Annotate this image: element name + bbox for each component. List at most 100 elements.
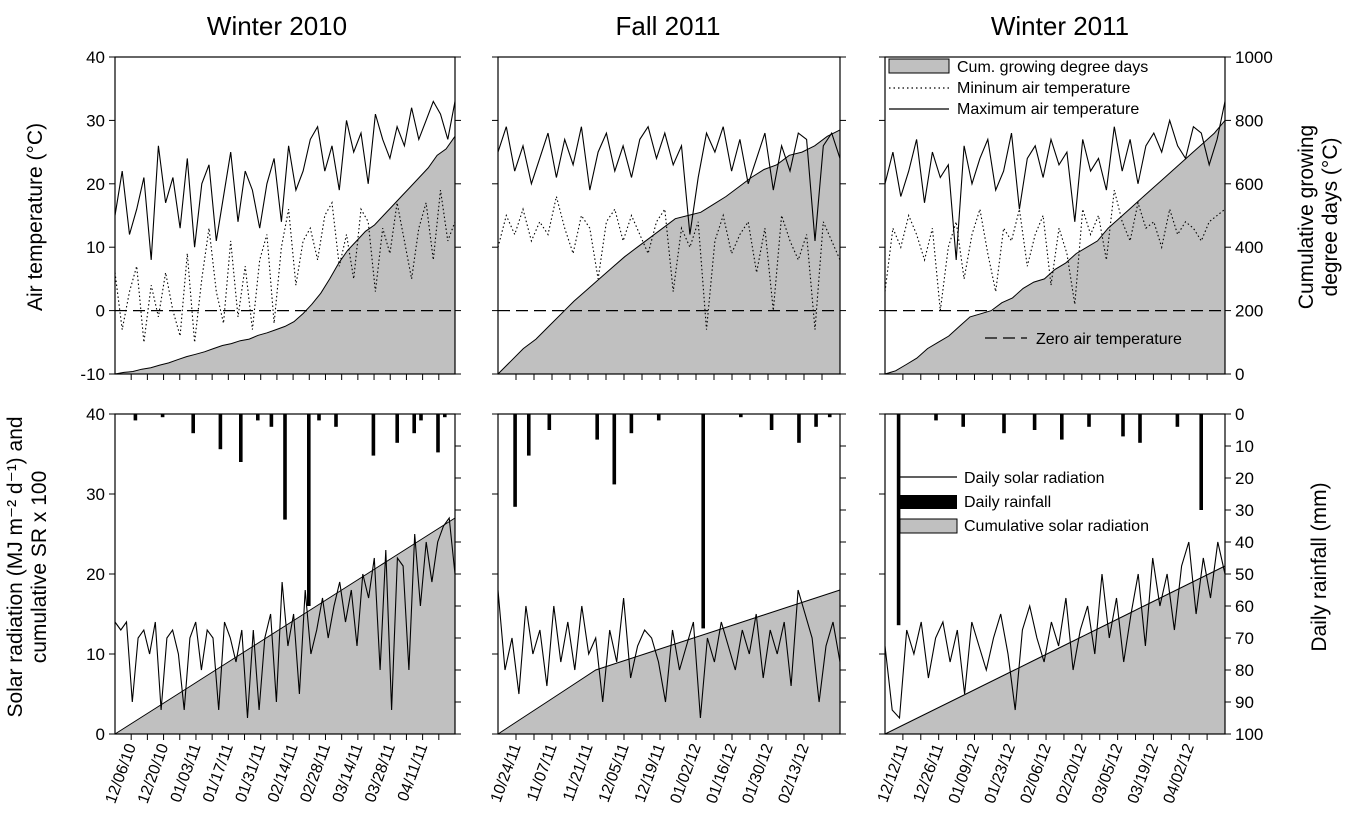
y2-tick-label: 100	[1235, 725, 1263, 744]
x-tick-label: 10/24/11	[488, 741, 525, 804]
x-tick-label: 12/05/11	[596, 741, 633, 804]
chart-panels: 403020100-1040302010012/06/1012/20/1001/…	[80, 48, 1272, 806]
x-tick-label: 11/21/11	[560, 741, 596, 803]
rainfall-bar	[1175, 414, 1180, 427]
y-tick-label: 10	[86, 645, 105, 664]
legend-label-min-temp: Mininum air temperature	[957, 80, 1131, 97]
cum-gdd-line	[497, 129, 841, 375]
cum-gdd-area	[115, 136, 455, 374]
y2-tick-label: 20	[1235, 469, 1254, 488]
plot-frame	[884, 56, 1226, 375]
rainfall-bar	[1138, 414, 1142, 443]
y-tick-label: 40	[86, 48, 105, 67]
top-right-axis-title-line1: Cumulative growing	[1295, 125, 1318, 309]
x-tick-label: 01/17/11	[200, 741, 237, 804]
top-left-axis-title: Air temperature (°C)	[24, 123, 47, 311]
rainfall-bar	[256, 414, 260, 421]
legend-label-solar: Daily solar radiation	[964, 470, 1105, 487]
max-air-temp-line	[497, 125, 841, 241]
rainfall-bar	[701, 414, 705, 629]
x-tick-label: 03/14/11	[330, 741, 367, 804]
rainfall-bar	[1032, 414, 1037, 430]
min-air-temp-line	[114, 190, 456, 343]
y-tick-label: 0	[96, 725, 105, 744]
x-tick-label: 04/11/11	[395, 741, 431, 803]
x-tick-label: 01/16/12	[703, 741, 740, 805]
panel-title-3: Winter 2011	[991, 11, 1129, 41]
x-tick-label: 01/23/12	[982, 741, 1019, 805]
rainfall-bar	[239, 414, 243, 462]
legend-swatch-cum-solar	[899, 518, 958, 534]
cum-solar-line	[114, 517, 456, 735]
legend-label-max-temp: Maximum air temperature	[957, 101, 1139, 118]
cum-solar-line	[497, 589, 841, 735]
max-air-temp-line	[884, 101, 1226, 260]
cum-gdd-line	[884, 120, 1226, 375]
bottom-left-axis-title-line1: Solar radiation (MJ m⁻² d⁻¹) and	[4, 416, 27, 717]
rainfall-bar	[526, 414, 531, 456]
rainfall-bar	[595, 414, 599, 440]
x-tick-label: 01/09/12	[946, 741, 983, 805]
x-tick-label: 12/26/11	[911, 741, 948, 804]
panel-title-2: Fall 2011	[615, 11, 720, 41]
y-tick-label: 40	[86, 405, 105, 424]
y-tick-label: 20	[86, 175, 105, 194]
daily-solar-line	[114, 516, 456, 719]
x-tick-label: 12/20/10	[135, 741, 172, 805]
zero-line-legend: Zero air temperature	[985, 331, 1182, 348]
rainfall-bar	[269, 414, 274, 427]
rainfall-bar	[739, 414, 743, 418]
x-tick-label: 02/14/11	[265, 741, 302, 804]
rainfall-bar	[317, 414, 321, 421]
y2-tick-label: 600	[1235, 175, 1263, 194]
rainfall-bar	[283, 414, 287, 520]
rainfall-bar	[371, 414, 376, 456]
x-tick-label: 03/28/11	[362, 741, 399, 804]
y2-tick-label: 80	[1235, 661, 1254, 680]
y-tick-label: 10	[86, 238, 105, 257]
y-tick-label: 30	[86, 111, 105, 130]
panel-title-1: Winter 2010	[207, 11, 347, 41]
y2-tick-label: 400	[1235, 238, 1263, 257]
bottom-legend: Daily solar radiation Daily rainfall Cum…	[899, 470, 1149, 535]
rainfall-bar	[612, 414, 617, 485]
plot-frame	[114, 56, 456, 375]
y2-tick-label: 60	[1235, 597, 1254, 616]
x-tick-label: 12/12/11	[875, 741, 912, 804]
max-air-temp-line	[114, 100, 456, 260]
min-air-temp-line	[884, 189, 1226, 311]
rainfall-bar	[307, 414, 311, 606]
x-tick-label: 02/28/11	[297, 741, 334, 804]
rainfall-bar	[827, 414, 832, 418]
rainfall-bar	[191, 414, 195, 434]
y-tick-label: -10	[80, 365, 105, 384]
y-tick-label: 20	[86, 565, 105, 584]
y2-tick-label: 50	[1235, 565, 1254, 584]
x-tick-label: 01/30/12	[739, 741, 776, 805]
plot-frame	[497, 56, 841, 375]
x-tick-label: 03/05/12	[1089, 741, 1126, 805]
rainfall-bar	[133, 414, 138, 421]
rainfall-bar	[412, 414, 416, 434]
x-tick-label: 12/06/10	[103, 741, 140, 805]
bottom-right-axis-title: Daily rainfall (mm)	[1308, 482, 1331, 651]
rainfall-bar	[1087, 414, 1091, 427]
y2-tick-label: 0	[1235, 365, 1244, 384]
x-tick-label: 02/13/12	[775, 741, 812, 805]
x-tick-label: 01/03/11	[168, 741, 205, 804]
y-tick-label: 0	[96, 302, 105, 321]
x-tick-label: 12/19/11	[632, 741, 669, 804]
legend-label-cum-solar: Cumulative solar radiation	[964, 518, 1149, 535]
top-panel-2	[492, 56, 846, 380]
daily-solar-line	[497, 589, 841, 719]
x-tick-label: 04/02/12	[1161, 741, 1198, 805]
rainfall-bar	[334, 414, 338, 427]
legend-label-rainfall: Daily rainfall	[964, 494, 1051, 511]
rainfall-bar	[814, 414, 818, 427]
rainfall-bar	[419, 414, 423, 421]
top-panel-3: 1000 800 600 400 200 0	[879, 48, 1273, 384]
y2-tick-label: 10	[1235, 437, 1254, 456]
rainfall-bar	[395, 414, 399, 443]
bottom-left-axis-title-line2: cumulative SR x 100	[28, 471, 51, 664]
